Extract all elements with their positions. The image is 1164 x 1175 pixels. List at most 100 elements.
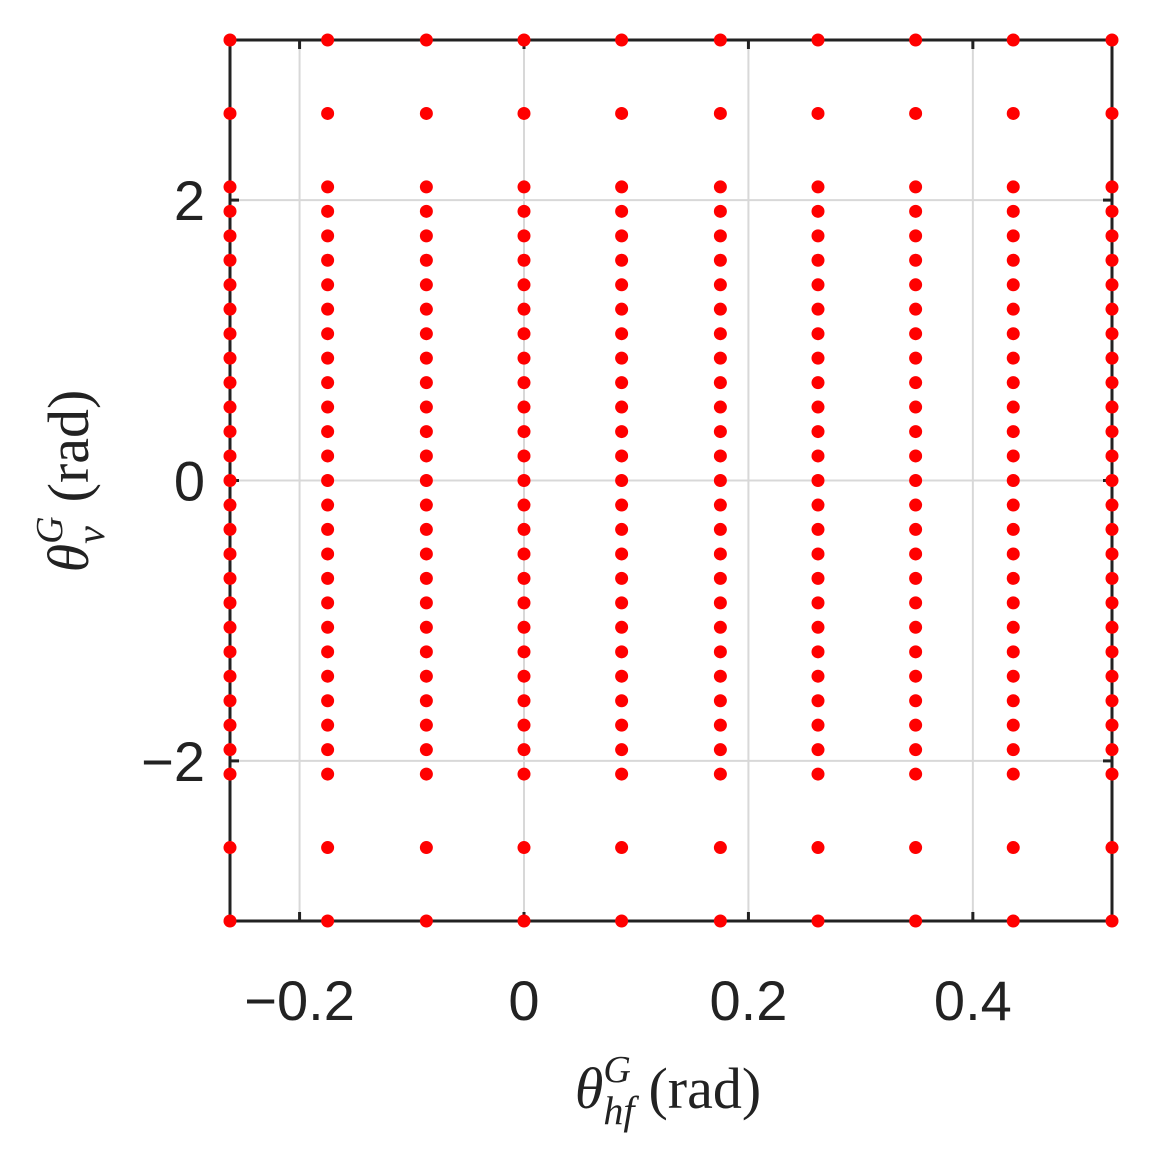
point: [1105, 474, 1119, 487]
point: [321, 229, 335, 243]
point: [321, 33, 335, 47]
point: [811, 351, 825, 365]
point: [615, 547, 629, 561]
point: [1105, 914, 1119, 928]
point: [909, 669, 923, 683]
point: [1105, 767, 1119, 781]
y-tick-label: 2: [174, 169, 205, 232]
point: [811, 474, 825, 487]
point: [811, 596, 825, 610]
point: [419, 743, 433, 757]
point: [517, 767, 531, 781]
point: [223, 596, 237, 610]
point: [1006, 571, 1020, 585]
point: [909, 253, 923, 267]
point: [1006, 425, 1020, 439]
point: [321, 767, 335, 781]
point: [321, 425, 335, 439]
point: [419, 180, 433, 194]
point: [223, 302, 237, 316]
y-tick-label: 0: [174, 450, 205, 513]
point: [1006, 498, 1020, 512]
point: [615, 302, 629, 316]
xlabel: θG hf (rad): [575, 1049, 761, 1133]
symbol: θ: [575, 1056, 604, 1121]
point: [811, 767, 825, 781]
point: [909, 914, 923, 928]
point: [1006, 106, 1020, 120]
point: [811, 278, 825, 292]
point: [1105, 278, 1119, 292]
point: [713, 106, 727, 120]
point: [223, 571, 237, 585]
point: [517, 278, 531, 292]
point: [909, 841, 923, 855]
point: [517, 327, 531, 341]
point: [419, 645, 433, 659]
point: [223, 106, 237, 120]
point: [223, 743, 237, 757]
point: [223, 33, 237, 47]
point: [909, 106, 923, 120]
point: [909, 302, 923, 316]
point: [223, 400, 237, 414]
point: [321, 302, 335, 316]
subscript: ν: [68, 526, 113, 544]
point: [419, 278, 433, 292]
point: [713, 571, 727, 585]
point: [223, 522, 237, 536]
point: [811, 571, 825, 585]
point: [811, 376, 825, 390]
point: [321, 522, 335, 536]
point: [321, 351, 335, 365]
point: [1006, 351, 1020, 365]
point: [517, 449, 531, 463]
point: [909, 180, 923, 194]
point: [1105, 33, 1119, 47]
point: [419, 694, 433, 708]
point: [1105, 841, 1119, 855]
x-tick-label: 0.4: [934, 969, 1012, 1032]
point: [223, 204, 237, 218]
point: [909, 694, 923, 708]
point: [615, 376, 629, 390]
point: [909, 229, 923, 243]
point: [713, 253, 727, 267]
point: [419, 669, 433, 683]
unit: (rad): [648, 1056, 761, 1121]
point: [615, 522, 629, 536]
point: [223, 645, 237, 659]
point: [1105, 620, 1119, 634]
point: [909, 33, 923, 47]
point: [811, 914, 825, 928]
point: [811, 449, 825, 463]
superscript: G: [29, 516, 71, 543]
point: [223, 278, 237, 292]
point: [713, 522, 727, 536]
point: [321, 204, 335, 218]
point: [713, 425, 727, 439]
point: [909, 498, 923, 512]
point: [909, 327, 923, 341]
point: [909, 278, 923, 292]
point: [909, 449, 923, 463]
point: [909, 718, 923, 732]
point: [713, 33, 727, 47]
point: [223, 327, 237, 341]
point: [1006, 694, 1020, 708]
point: [615, 327, 629, 341]
point: [811, 253, 825, 267]
point: [811, 106, 825, 120]
point: [811, 694, 825, 708]
y-tick-label: −2: [141, 730, 205, 793]
point: [419, 914, 433, 928]
point: [909, 743, 923, 757]
point: [811, 645, 825, 659]
point: [517, 571, 531, 585]
point: [1006, 474, 1020, 487]
point: [419, 33, 433, 47]
point: [1105, 743, 1119, 757]
point: [1006, 253, 1020, 267]
point: [615, 106, 629, 120]
point: [1006, 841, 1020, 855]
